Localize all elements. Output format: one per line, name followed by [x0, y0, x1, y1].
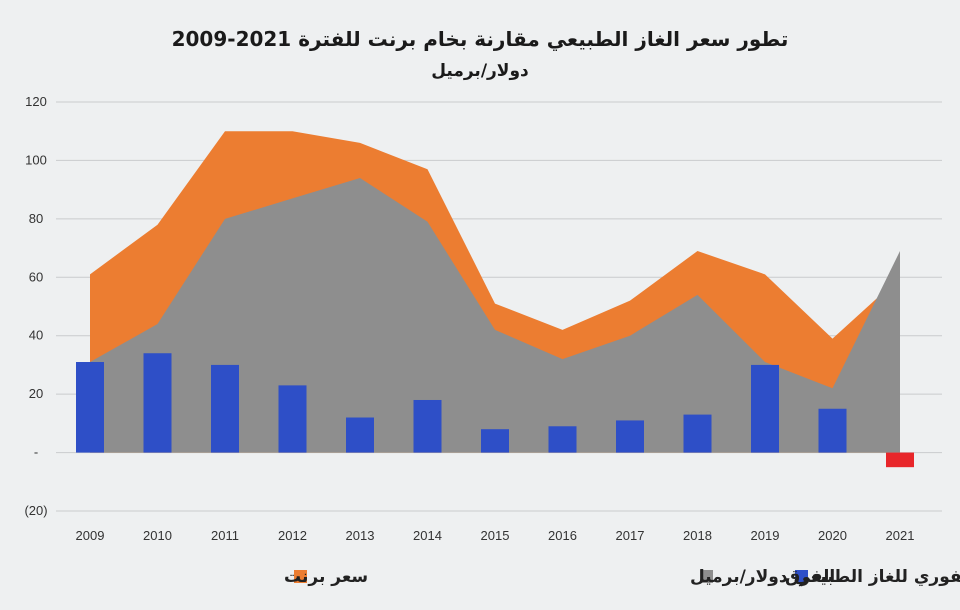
difference-bar	[548, 426, 577, 453]
legend-difference: الفرق	[785, 567, 835, 587]
x-tick-label: 2012	[278, 528, 307, 543]
y-tick-label: (20)	[24, 503, 47, 518]
y-tick-label: 120	[25, 94, 47, 109]
difference-bar	[683, 414, 712, 453]
legend-label: سعر برنت	[284, 567, 368, 587]
legend-natural-gas: السعر الفوري للغاز الطبيعي دولار/برميل	[690, 567, 960, 587]
areas	[90, 131, 900, 453]
x-tick-label: 2021	[886, 528, 915, 543]
difference-bar	[481, 429, 509, 453]
difference-bar	[346, 417, 374, 453]
difference-bar	[886, 452, 914, 468]
chart-title: تطور سعر الغاز الطبيعي مقارنة بخام برنت …	[172, 27, 789, 52]
legend-brent: سعر برنت	[284, 567, 368, 587]
x-tick-label: 2013	[346, 528, 375, 543]
natural-gas-area	[90, 177, 900, 453]
x-tick-label: 2020	[818, 528, 847, 543]
difference-bar	[211, 364, 239, 453]
y-tick-label: 100	[25, 152, 47, 167]
legend-swatch	[795, 570, 808, 583]
legend-label: السعر الفوري للغاز الطبيعي دولار/برميل	[690, 567, 960, 587]
y-tick-label: 60	[29, 269, 43, 284]
y-tick-label: 40	[29, 328, 43, 343]
difference-bar	[143, 353, 172, 453]
x-tick-label: 2014	[413, 528, 442, 543]
y-tick-label: 80	[29, 211, 43, 226]
chart-subtitle: دولار/برميل	[431, 61, 529, 81]
difference-bar	[751, 364, 779, 453]
x-tick-label: 2017	[616, 528, 645, 543]
bars	[76, 353, 914, 468]
legend-label: الفرق	[785, 567, 835, 587]
difference-bar	[616, 420, 644, 453]
y-tick-label: 20	[29, 386, 43, 401]
difference-bar	[413, 399, 442, 453]
y-tick-label: -	[34, 445, 38, 460]
x-tick-label: 2009	[76, 528, 105, 543]
axes: 120 100 80 60 40 20 - (20) 2009 2010 2011 2012 2013 2…	[24, 94, 914, 543]
x-tick-label: 2016	[548, 528, 577, 543]
difference-bar	[76, 362, 104, 453]
x-tick-label: 2010	[143, 528, 172, 543]
legend-swatch	[700, 570, 713, 583]
difference-bar	[278, 385, 307, 453]
legend-swatch	[294, 570, 307, 583]
x-tick-label: 2015	[481, 528, 510, 543]
x-tick-label: 2019	[751, 528, 780, 543]
difference-bar	[818, 408, 847, 453]
x-tick-label: 2018	[683, 528, 712, 543]
x-tick-label: 2011	[211, 528, 239, 543]
legend: الفرقالسعر الفوري للغاز الطبيعي دولار/بر…	[284, 567, 960, 587]
